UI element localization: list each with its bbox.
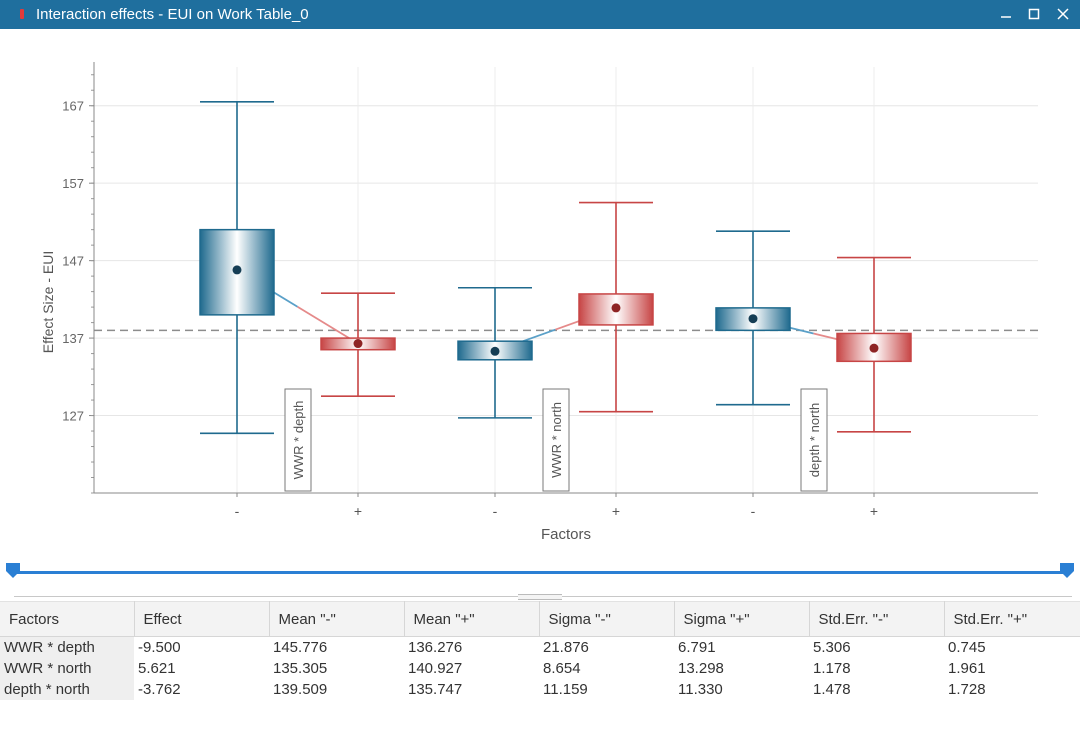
table-cell[interactable]: 6.791 (678, 639, 716, 656)
table-cell[interactable]: 8.654 (543, 660, 581, 677)
x-tick-label: - (751, 503, 756, 519)
splitter-grip[interactable] (518, 594, 562, 600)
column-header[interactable]: Mean "-" (269, 601, 405, 637)
group-label: depth * north (800, 388, 828, 492)
table-header-row: Factors Effect Mean "-" Mean "+" Sigma "… (0, 601, 1080, 637)
y-tick-label: 137 (62, 331, 84, 346)
range-slider[interactable] (0, 560, 1080, 584)
table-cell[interactable]: 1.961 (948, 660, 986, 677)
group-label-frame (542, 388, 570, 492)
title-bar: Interaction effects - EUI on Work Table_… (0, 0, 1080, 29)
mean-point (490, 346, 500, 356)
app-icon (20, 9, 24, 19)
table-cell[interactable]: 139.509 (273, 681, 328, 698)
table-cell[interactable]: 5.621 (138, 660, 176, 677)
window-title: Interaction effects - EUI on Work Table_… (36, 6, 309, 23)
row-header[interactable]: depth * north (0, 679, 134, 700)
maximize-button[interactable] (1023, 4, 1045, 24)
table-cell[interactable]: 21.876 (543, 639, 589, 656)
table-cell[interactable]: 136.276 (408, 639, 463, 656)
effects-table: Factors Effect Mean "-" Mean "+" Sigma "… (0, 601, 1080, 700)
column-header[interactable]: Std.Err. "-" (809, 601, 945, 637)
table-cell[interactable]: 135.747 (408, 681, 463, 698)
close-icon (1057, 8, 1069, 20)
group-label-frame (284, 388, 312, 492)
table-cell[interactable]: -9.500 (138, 639, 181, 656)
x-tick-label: - (493, 503, 498, 519)
table-cell[interactable]: 13.298 (678, 660, 724, 677)
y-tick-label: 157 (62, 176, 84, 191)
table-cell[interactable]: 11.330 (678, 681, 723, 698)
table-cell[interactable]: 1.178 (813, 660, 851, 677)
x-tick-label: + (870, 503, 878, 519)
table-row[interactable]: depth * north -3.762 139.509 135.747 11.… (0, 679, 1080, 700)
table-cell[interactable]: 11.159 (543, 681, 588, 698)
table-cell[interactable]: 140.927 (408, 660, 463, 677)
minimize-button[interactable] (995, 4, 1017, 24)
x-tick-label: + (354, 503, 362, 519)
mean-point (353, 339, 363, 349)
column-header[interactable]: Mean "+" (404, 601, 540, 637)
table-cell[interactable]: 0.745 (948, 639, 986, 656)
table-row[interactable]: WWR * north 5.621 135.305 140.927 8.654 … (0, 658, 1080, 679)
splitter[interactable] (0, 593, 1080, 601)
table-cell[interactable]: 1.478 (813, 681, 851, 698)
table-cell[interactable]: 1.728 (948, 681, 986, 698)
row-header[interactable]: WWR * depth (0, 636, 134, 658)
column-header[interactable]: Sigma "+" (674, 601, 810, 637)
slider-start-handle[interactable] (6, 563, 20, 578)
table-cell[interactable]: -3.762 (138, 681, 181, 698)
mean-point (748, 314, 758, 324)
group-label-text: WWR * north (549, 402, 564, 478)
column-header[interactable]: Std.Err. "+" (944, 601, 1080, 637)
column-header[interactable]: Factors (0, 601, 135, 637)
group-label-text: depth * north (807, 403, 822, 477)
table-row[interactable]: WWR * depth -9.500 145.776 136.276 21.87… (0, 636, 1080, 658)
group-label: WWR * depth (284, 388, 312, 492)
group-label-frame (800, 388, 828, 492)
interaction-effects-chart: 127 137 147 157 167 Effect Size - EUI Factors… (40, 62, 1038, 543)
mean-point (611, 303, 621, 313)
row-header[interactable]: WWR * north (0, 658, 134, 679)
close-button[interactable] (1052, 4, 1074, 24)
mean-point (869, 343, 879, 353)
group-label: WWR * north (542, 388, 570, 492)
column-header[interactable]: Effect (134, 601, 270, 637)
minimize-icon (1001, 16, 1011, 18)
y-tick-label: 147 (62, 254, 84, 269)
slider-track[interactable] (10, 571, 1068, 574)
slider-end-handle[interactable] (1060, 563, 1074, 578)
table-cell[interactable]: 135.305 (273, 660, 328, 677)
x-tick-label: - (235, 503, 240, 519)
y-tick-label: 167 (62, 99, 84, 114)
mean-point (232, 265, 242, 275)
x-tick-label: + (612, 503, 620, 519)
maximize-icon (1028, 8, 1040, 20)
x-axis-label: Factors (541, 526, 591, 543)
table-cell[interactable]: 145.776 (273, 639, 328, 656)
group-label-text: WWR * depth (291, 401, 306, 480)
y-tick-label: 127 (62, 409, 84, 424)
y-axis-label: Effect Size - EUI (40, 251, 56, 353)
table-cell[interactable]: 5.306 (813, 639, 851, 656)
column-header[interactable]: Sigma "-" (539, 601, 675, 637)
